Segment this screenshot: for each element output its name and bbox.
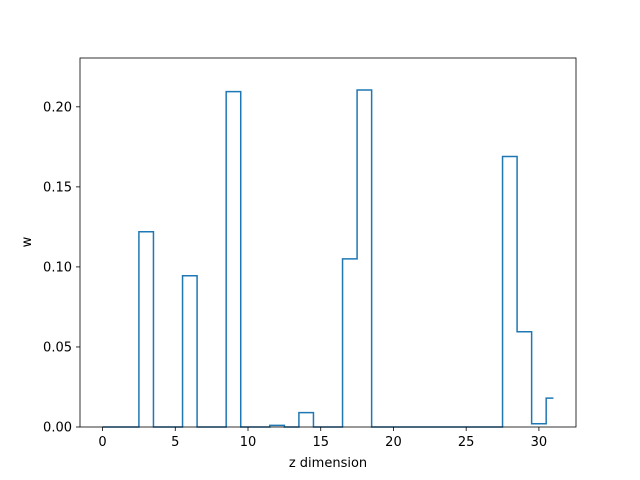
x-tick-label: 30	[531, 435, 548, 450]
x-tick-label: 10	[240, 435, 257, 450]
plot-area	[102, 89, 554, 428]
y-tick-label: 0.15	[43, 180, 72, 195]
y-tick-label: 0.20	[43, 100, 72, 115]
x-tick-label: 15	[312, 435, 329, 450]
x-tick-label: 25	[458, 435, 475, 450]
x-tick-label: 0	[98, 435, 106, 450]
y-tick-label: 0.05	[43, 340, 72, 355]
y-axis-label: w	[20, 236, 35, 247]
y-tick-label: 0.00	[43, 421, 72, 436]
x-tick-label: 20	[385, 435, 402, 450]
x-axis-label: z dimension	[289, 456, 367, 471]
plot-frame	[79, 57, 577, 428]
x-tick-label: 5	[171, 435, 179, 450]
y-tick-label: 0.10	[43, 260, 72, 275]
axes: 0 5 10 15 20 25 30 0.00 0.05 0.10 0.15 0.20	[43, 57, 577, 450]
series-line-0	[102, 89, 554, 428]
